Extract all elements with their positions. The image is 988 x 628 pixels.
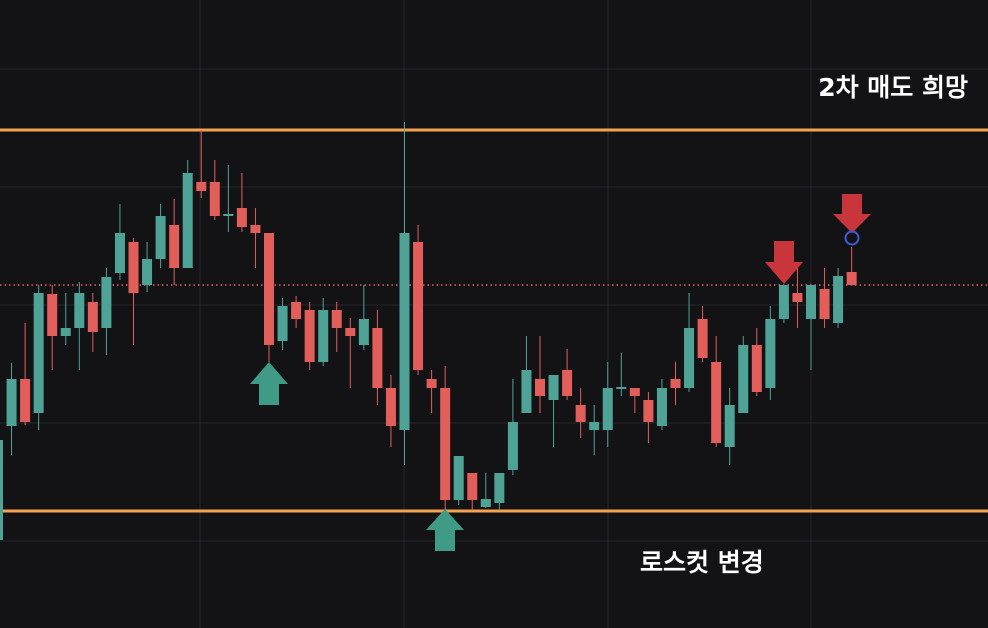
candle-body <box>87 302 98 332</box>
candle-body <box>494 473 505 503</box>
candle-body <box>697 319 708 358</box>
candle-body <box>819 289 830 319</box>
candle-body <box>155 216 166 259</box>
candle-body <box>128 242 139 293</box>
candle-body <box>331 310 342 328</box>
candle-body <box>413 242 424 370</box>
candle-body <box>223 214 234 216</box>
candle-body <box>169 225 180 268</box>
candle-body <box>629 388 640 396</box>
candle-body <box>358 319 369 345</box>
candle-body <box>670 379 681 388</box>
candle-body <box>453 456 464 500</box>
candle-body <box>602 388 613 430</box>
candle-body <box>507 422 518 470</box>
candle-body <box>74 293 85 328</box>
candle-body <box>426 379 437 388</box>
candle-body <box>250 225 261 233</box>
candle-body <box>616 387 627 389</box>
candle-body <box>684 328 695 388</box>
candle-body <box>521 370 532 413</box>
candle-body <box>806 285 816 319</box>
annotation: 로스컷 변경 <box>640 548 764 577</box>
candle-body <box>589 422 600 430</box>
candle-body <box>399 233 410 430</box>
candle-body <box>182 173 193 268</box>
candle-body <box>833 276 844 323</box>
candle-body <box>575 405 586 422</box>
candle-body <box>778 285 789 319</box>
candle-body <box>20 379 31 422</box>
candle-body <box>304 310 315 362</box>
down-arrow <box>765 241 803 284</box>
candle-body <box>440 388 451 500</box>
marker-circle <box>844 230 860 246</box>
candle-body <box>291 302 302 319</box>
candle-body <box>467 473 478 500</box>
candle-body <box>643 400 654 422</box>
candle-body <box>535 379 545 396</box>
candle-body <box>60 328 71 336</box>
candle-body <box>480 499 491 507</box>
candle-body <box>345 328 356 336</box>
candle-body <box>765 319 776 388</box>
candle-body <box>548 375 559 400</box>
candle-body <box>711 362 722 443</box>
candle-body <box>196 182 207 191</box>
candle-body <box>792 293 803 302</box>
candle-body <box>385 388 396 426</box>
candle-body <box>236 208 247 227</box>
candle-body <box>318 310 329 362</box>
candle-body <box>114 233 125 273</box>
down-arrow <box>833 194 871 233</box>
arrows <box>250 194 871 551</box>
annotation: 2차 매도 희망 <box>818 73 968 102</box>
up-arrow <box>250 362 288 405</box>
candle-body <box>277 306 288 341</box>
candle-body <box>656 388 667 426</box>
candle-body <box>264 233 274 345</box>
candle-body <box>372 328 383 388</box>
candle-body <box>47 294 58 336</box>
candle-body <box>738 345 749 413</box>
up-arrow <box>426 509 464 551</box>
candle-body <box>142 259 153 285</box>
candle-body <box>724 405 735 447</box>
candle-body <box>846 272 857 285</box>
candle-body <box>33 293 44 413</box>
candle-body <box>751 345 762 392</box>
candle-body <box>6 379 17 426</box>
candle-body <box>209 182 220 216</box>
plot <box>0 122 988 540</box>
candle-body <box>0 440 3 540</box>
candle-body <box>101 277 112 328</box>
candle-body <box>562 370 573 396</box>
